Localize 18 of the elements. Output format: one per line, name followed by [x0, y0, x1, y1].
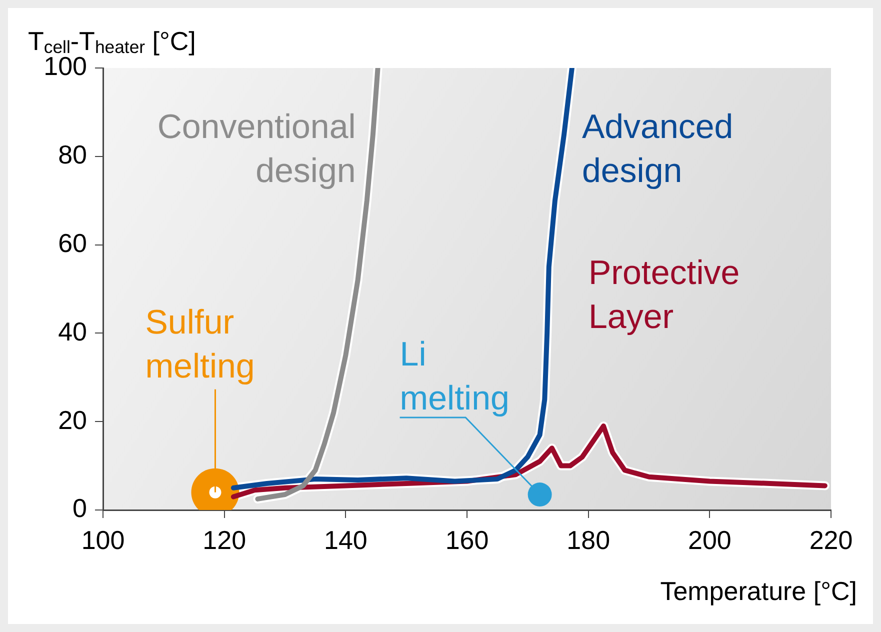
x-tick-label: 160: [445, 524, 489, 555]
x-tick-label: 140: [324, 524, 368, 555]
series-label: Conventional design: [157, 108, 356, 190]
x-tick-label: 100: [81, 524, 125, 555]
y-tick-label: 20: [58, 404, 87, 435]
y-tick-label: 80: [58, 140, 87, 170]
x-tick-label: 180: [566, 524, 610, 555]
x-tick-label: 220: [809, 524, 853, 555]
x-tick-label: 200: [688, 524, 732, 555]
text: Protective Layer: [588, 254, 740, 336]
series-label: Advanced design: [582, 108, 734, 190]
x-axis-title: Temperature [°C]: [660, 576, 857, 606]
annotation: Li melting: [400, 336, 510, 418]
x-tick-label: 120: [202, 524, 246, 555]
y-tick-label: 0: [72, 493, 87, 524]
y-tick-label: 60: [58, 228, 87, 258]
y-tick-label: 40: [58, 316, 87, 346]
annotation: Sulfur melting: [145, 303, 255, 386]
